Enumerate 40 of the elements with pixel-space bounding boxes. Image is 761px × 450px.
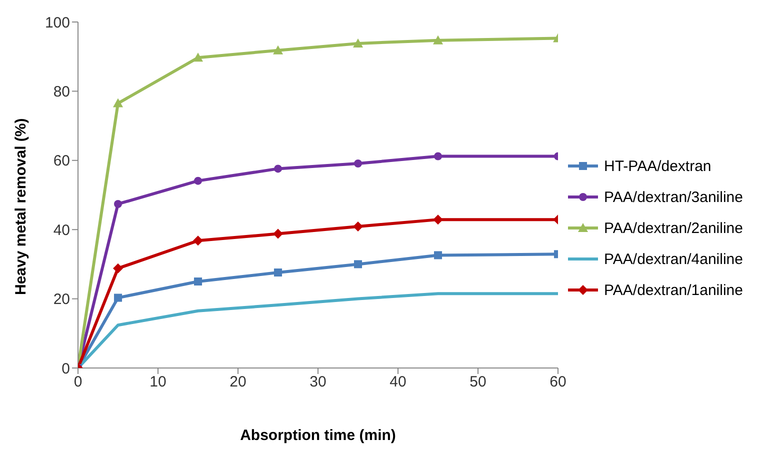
x-tick-label: 20 [230, 374, 246, 391]
y-tick-label: 20 [53, 291, 70, 308]
point [193, 52, 204, 62]
point [434, 152, 442, 160]
legend-label: PAA/dextran/2aniline [604, 220, 743, 236]
point [193, 236, 204, 246]
point [434, 251, 442, 260]
point [354, 160, 362, 168]
point [433, 35, 444, 44]
point [113, 98, 123, 108]
x-tick-label: 40 [390, 374, 406, 391]
point [273, 45, 284, 54]
x-tick-label: 50 [470, 374, 486, 391]
y-tick-label: 60 [53, 152, 70, 170]
x-tick-label: 30 [310, 374, 326, 391]
y-tick-label: 40 [53, 222, 70, 239]
point [274, 268, 282, 277]
x-tick-label: 10 [150, 374, 166, 391]
x-axis-title: Absorption time (min) [240, 427, 396, 444]
legend-label: PAA/dextran/3aniline [604, 188, 743, 206]
point [194, 176, 202, 185]
point [114, 294, 122, 302]
x-tick-label: 0 [74, 374, 82, 391]
point [273, 228, 284, 239]
y-tick-label: 0 [62, 360, 70, 378]
legend-label: PAA/dextran/1aniline [604, 282, 743, 298]
point [353, 38, 364, 48]
point [433, 214, 444, 225]
y-axis-title: Heavy metal removal (%) [12, 118, 30, 295]
point [114, 200, 122, 208]
point [274, 164, 282, 173]
legend-label: HT-PAA/dextran [604, 158, 712, 174]
point [354, 260, 362, 268]
y-tick-label: 100 [44, 14, 70, 32]
point [353, 221, 364, 232]
x-tick-label: 60 [550, 374, 566, 391]
legend-label: PAA/dextran/4aniline [604, 250, 743, 268]
point [194, 278, 202, 286]
point [113, 263, 123, 274]
y-tick-label: 80 [53, 84, 70, 101]
